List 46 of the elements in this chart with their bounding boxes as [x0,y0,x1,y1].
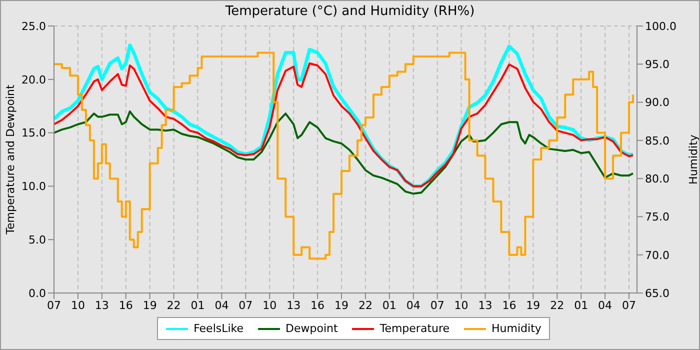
x-tick-label: 10 [262,298,277,312]
y-axis-title: Temperature and Dewpoint [4,84,17,236]
y-tick-label: 20.0 [22,73,46,86]
legend-label: Dewpoint [286,322,338,335]
x-tick-label: 22 [358,298,372,312]
x-tick-label: 16 [310,298,325,312]
legend-label: Humidity [492,322,542,335]
y2-tick-label: 75.0 [645,210,670,224]
x-tick-label: 07 [47,298,61,312]
y2-tick-label: 95.0 [645,58,670,72]
y2-axis-title: Humidity [686,134,700,184]
y-tick-label: 5.0 [28,234,46,247]
y-tick-label: 0.0 [28,286,46,300]
y-tick-label: 10.0 [22,180,46,194]
x-tick-label: 01 [574,298,588,312]
x-tick-label: 13 [286,298,301,312]
y2-tick-label: 80.0 [645,172,670,186]
y-tick-label: 15.0 [22,126,46,140]
x-tick-label: 19 [334,298,349,312]
x-tick-label: 07 [430,298,444,312]
x-tick-label: 16 [502,298,516,312]
x-tick-label: 19 [526,298,540,312]
x-tick-label: 04 [406,298,420,312]
x-tick-label: 04 [598,298,612,312]
legend-label: Temperature [380,322,450,335]
x-tick-label: 04 [214,298,229,312]
y-tick-label: 25.0 [22,20,46,33]
chart-title: Temperature (°C) and Humidity (RH%) [224,4,476,19]
x-tick-label: 22 [166,298,181,312]
y2-tick-label: 90.0 [645,96,670,110]
y2-tick-label: 100.0 [645,20,676,33]
x-tick-label: 22 [550,298,564,312]
y2-tick-label: 65.0 [645,286,670,300]
x-tick-label: 10 [70,298,85,312]
x-tick-label: 16 [118,298,133,312]
y2-tick-label: 85.0 [645,134,670,148]
x-tick-label: 13 [94,298,109,312]
x-tick-label: 13 [478,298,492,312]
legend-label: FeelsLike [194,322,244,335]
x-tick-label: 10 [454,298,468,312]
x-tick-label: 19 [142,298,157,312]
y2-tick-label: 70.0 [645,248,670,262]
x-tick-label: 07 [622,298,636,312]
x-tick-label: 07 [238,298,253,312]
x-tick-label: 01 [382,298,396,312]
x-tick-label: 01 [190,298,205,312]
